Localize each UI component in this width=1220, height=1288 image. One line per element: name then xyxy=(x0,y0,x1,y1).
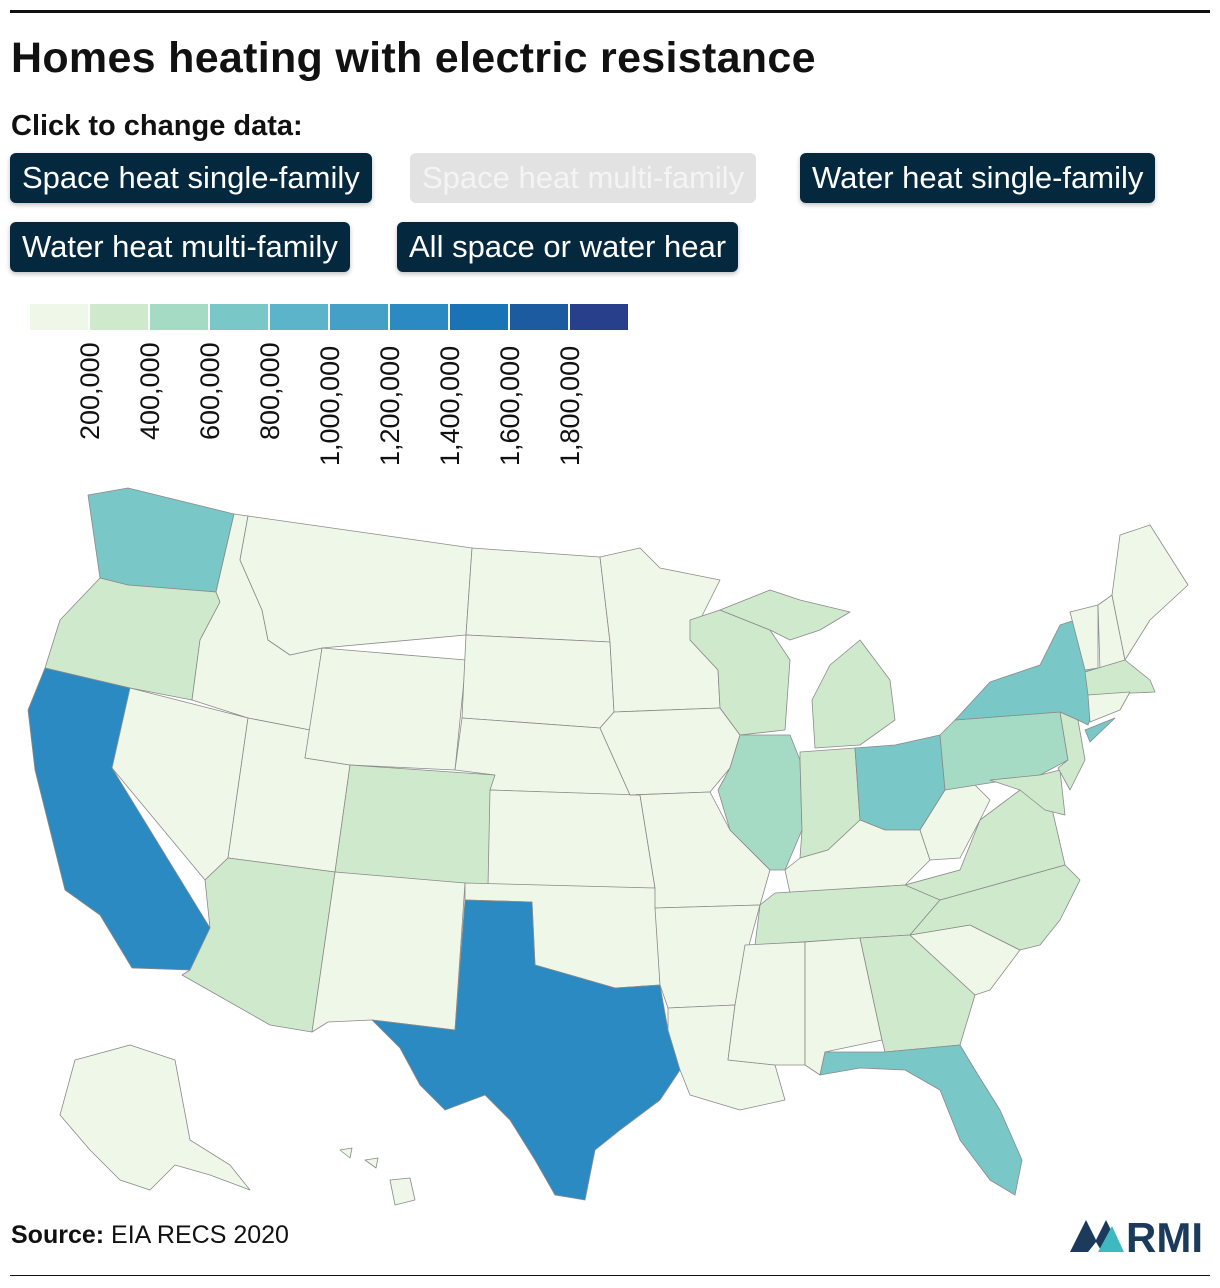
state-ME[interactable] xyxy=(1111,524,1189,661)
state-MA[interactable] xyxy=(1084,659,1156,696)
source-note: Source: EIA RECS 2020 xyxy=(11,1219,289,1251)
state-MI-upper[interactable] xyxy=(719,589,851,641)
legend-tick-label: 1,600,000 xyxy=(495,345,525,466)
source-label: Source: xyxy=(11,1221,105,1249)
rmi-logo: RMI xyxy=(1070,1214,1203,1258)
state-WY[interactable] xyxy=(304,647,467,771)
legend-swatch-0 xyxy=(30,304,88,330)
legend-swatch-2 xyxy=(150,304,208,330)
bottom-rule xyxy=(10,1275,1210,1276)
state-HI-islands[interactable] xyxy=(339,1147,379,1169)
state-NY-long-island[interactable] xyxy=(1084,717,1116,743)
data-toggle-prompt: Click to change data: xyxy=(11,110,303,142)
source-text: EIA RECS 2020 xyxy=(111,1221,289,1249)
legend-swatch-8 xyxy=(510,304,568,330)
legend-swatch-1 xyxy=(90,304,148,330)
state-TX[interactable] xyxy=(371,899,681,1201)
top-rule xyxy=(10,10,1210,13)
state-NM[interactable] xyxy=(311,871,466,1033)
water-heat-multi-family-button[interactable]: Water heat multi-family xyxy=(10,222,350,272)
legend-tick-label: 1,000,000 xyxy=(315,345,345,466)
state-NC[interactable] xyxy=(909,864,1081,951)
legend-tick-label: 200,000 xyxy=(75,342,105,440)
state-HI[interactable] xyxy=(389,1177,416,1206)
state-CO[interactable] xyxy=(334,764,496,889)
legend-tick-label: 400,000 xyxy=(135,342,165,440)
state-MT[interactable] xyxy=(239,515,473,656)
legend-tick-label: 1,800,000 xyxy=(555,345,585,466)
legend-swatch-4 xyxy=(270,304,328,330)
state-FL[interactable] xyxy=(819,1044,1023,1196)
state-SD[interactable] xyxy=(461,634,615,729)
state-KS[interactable] xyxy=(487,789,656,889)
legend-tick-label: 1,400,000 xyxy=(435,345,465,466)
chart-title: Homes heating with electric resistance xyxy=(11,34,816,82)
legend-swatch-9 xyxy=(570,304,628,330)
legend-tick-label: 1,200,000 xyxy=(375,345,405,466)
space-heat-multi-family-button[interactable]: Space heat multi-family xyxy=(410,153,757,203)
legend-swatch-3 xyxy=(210,304,268,330)
logo-mark-dark xyxy=(1070,1220,1112,1252)
color-legend xyxy=(30,304,630,474)
legend-tick-label: 800,000 xyxy=(255,342,285,440)
legend-swatch-5 xyxy=(330,304,388,330)
state-WA[interactable] xyxy=(87,487,235,593)
state-CT[interactable] xyxy=(1087,691,1131,723)
legend-tick-label: 600,000 xyxy=(195,342,225,440)
state-AZ[interactable] xyxy=(181,857,336,1033)
logo-text: RMI xyxy=(1126,1214,1203,1258)
logo-mark-accent xyxy=(1098,1226,1124,1252)
water-heat-single-family-button[interactable]: Water heat single-family xyxy=(800,153,1156,203)
legend-swatch-6 xyxy=(390,304,448,330)
state-IL[interactable] xyxy=(717,734,803,871)
space-heat-single-family-button[interactable]: Space heat single-family xyxy=(10,153,372,203)
us-choropleth-map xyxy=(27,487,1189,1206)
state-MD[interactable] xyxy=(989,769,1066,816)
all-space-or-water-button[interactable]: All space or water hear xyxy=(397,222,739,272)
state-MI[interactable] xyxy=(811,639,896,749)
state-ND[interactable] xyxy=(465,547,611,643)
state-AK[interactable] xyxy=(59,1044,251,1191)
legend-swatch-7 xyxy=(450,304,508,330)
